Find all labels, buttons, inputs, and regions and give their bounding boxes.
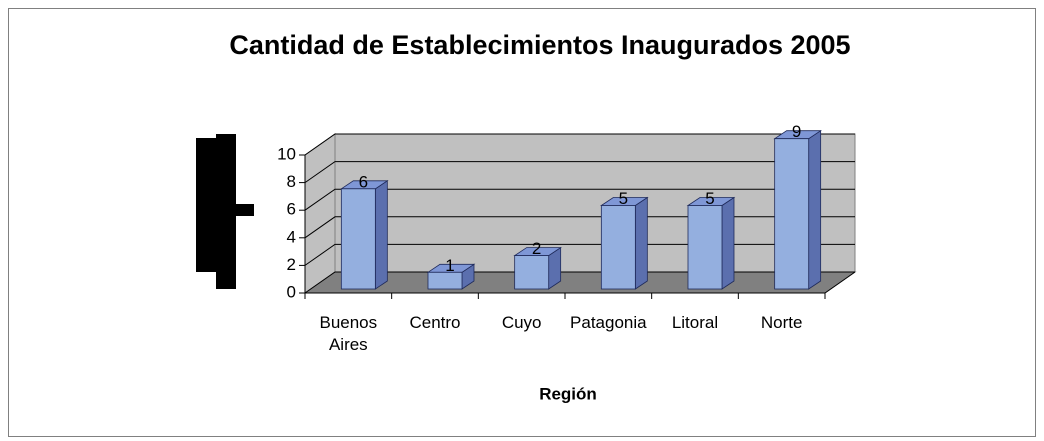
y-tick-label: 10 <box>277 144 296 163</box>
grid-line <box>304 271 855 294</box>
axis-label-artifact <box>216 134 236 289</box>
bar <box>773 129 822 290</box>
grid-line <box>304 243 855 266</box>
bar-side <box>721 196 735 290</box>
bar-front <box>774 138 810 290</box>
y-tick-label: 4 <box>287 227 296 246</box>
x-tick-label: Buenos Aires <box>319 313 378 354</box>
x-tick-label-box: Litoral <box>671 313 719 332</box>
bar <box>600 196 649 290</box>
data-label: 5 <box>619 189 628 208</box>
bar-front <box>514 255 550 290</box>
y-tick-label: 0 <box>287 282 296 301</box>
bar-front <box>427 271 463 290</box>
bar <box>686 196 736 290</box>
grid-line <box>304 188 855 211</box>
data-label: 5 <box>705 189 714 208</box>
x-tick-label: Centro <box>409 313 461 332</box>
bar <box>513 246 562 290</box>
bar-side <box>634 196 648 290</box>
x-tick-label: Litoral <box>671 313 719 332</box>
x-tick-label: Patagonia <box>570 313 647 332</box>
bar-front <box>340 188 376 290</box>
x-tick-label-box: Norte <box>760 313 803 332</box>
bar-side <box>808 129 822 290</box>
axis-label-artifact <box>236 204 254 216</box>
data-label: 1 <box>445 256 454 275</box>
grid-line <box>304 216 855 239</box>
y-tick-label: 2 <box>287 255 296 274</box>
bar-side <box>374 180 388 290</box>
bar <box>340 180 389 290</box>
grid-line <box>304 161 855 184</box>
chart-title: Cantidad de Establecimientos Inaugurados… <box>229 30 850 60</box>
side-wall <box>304 133 336 294</box>
data-label: 9 <box>792 122 801 141</box>
bar-front <box>600 205 636 290</box>
x-axis-label: Región <box>539 384 597 403</box>
y-tick-label: 8 <box>287 172 296 191</box>
y-tick-label: 6 <box>287 200 296 219</box>
x-tick-label-box: Buenos Aires <box>319 313 378 354</box>
x-tick-label-box: Patagonia <box>570 313 647 332</box>
x-tick-label: Norte <box>760 313 803 332</box>
bar-front <box>687 205 723 290</box>
x-tick-label-box: Cuyo <box>501 313 542 332</box>
data-label: 6 <box>359 172 368 191</box>
data-label: 2 <box>532 239 541 258</box>
bar <box>426 263 476 290</box>
x-axis-depth <box>824 271 856 294</box>
x-tick-label: Cuyo <box>501 313 542 332</box>
axis-label-artifact <box>196 138 216 272</box>
x-tick-label-box: Centro <box>409 313 461 332</box>
grid-line <box>304 133 855 156</box>
